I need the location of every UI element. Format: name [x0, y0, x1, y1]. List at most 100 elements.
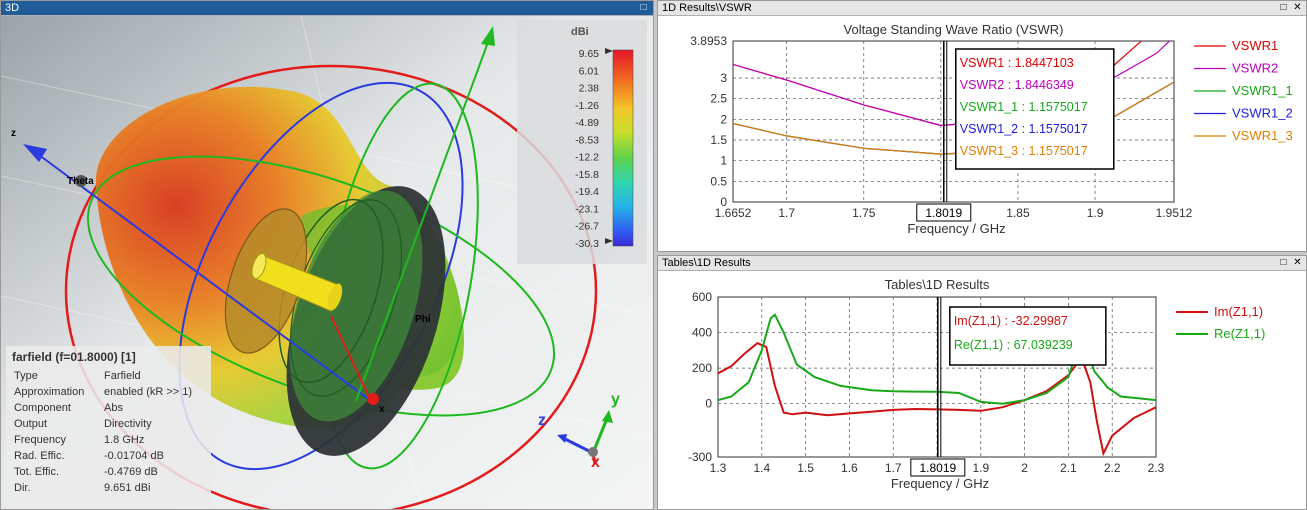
y-axis-arrow [481, 26, 495, 46]
y-tick-label: 200 [692, 361, 712, 375]
y-tick-label: 600 [692, 290, 712, 304]
vswr-pane[interactable]: 1D Results\VSWR □ ✕ Voltage Standing Wav… [657, 0, 1307, 252]
info-key: Approximation [14, 386, 85, 398]
farfield-3d-pane[interactable]: 3D □ [0, 0, 654, 510]
info-row: Tot. Effic. -0.4769 dB [6, 464, 211, 480]
x-tick-label: 1.9512 [1156, 206, 1193, 220]
farfield-info-header: farfield (f=01.8000) [1] [12, 350, 136, 364]
y-tick-label: 3 [720, 71, 727, 85]
info-value: Directivity [104, 418, 152, 430]
colorbar-tick-label: -23.1 [575, 203, 599, 215]
x-tick-label: 2.3 [1148, 461, 1165, 475]
y-tick-label: 2 [720, 112, 727, 126]
colorbar-tick-label: -1.26 [575, 100, 599, 112]
y-tick-label: 0 [720, 195, 727, 209]
impedance-chart[interactable]: Tables\1D Results1.31.41.51.61.71.81.922… [658, 271, 1306, 509]
triad-y-label: y [611, 391, 620, 408]
restore-icon[interactable]: □ [640, 2, 647, 13]
colorbar-tick-label: 2.38 [579, 83, 600, 95]
x-tick-label: 2 [1021, 461, 1028, 475]
x-tick-label: 1.7 [778, 206, 795, 220]
readout-value: VSWR1 : 1.8447103 [960, 56, 1074, 70]
readout-value: VSWR1_1 : 1.1575017 [960, 100, 1088, 114]
triad-x-label: x [591, 454, 600, 471]
marker-label: 1.8019 [919, 461, 956, 475]
info-row: Type Farfield [6, 368, 211, 384]
y-tick-label: 0 [705, 397, 712, 411]
z-axis-line [30, 148, 372, 402]
colorbar-tick-label: -4.89 [575, 117, 599, 129]
chart-title: Tables\1D Results [885, 277, 990, 292]
y-tick-label: -300 [688, 450, 712, 464]
maximize-icon[interactable]: □ [1280, 2, 1287, 13]
colorbar-gradient [612, 49, 634, 247]
colorbar-tick-label: -15.8 [575, 169, 599, 181]
info-value: 1.8 GHz [104, 434, 145, 446]
pane-title-3d: 3D [1, 1, 653, 16]
info-key: Rad. Effic. [14, 450, 65, 462]
x-tick-label: 1.7 [885, 461, 902, 475]
legend-label: VSWR1_2 [1232, 106, 1293, 121]
y-axis-line [355, 33, 492, 402]
info-value: Farfield [104, 370, 141, 382]
x-axis-label: x [379, 404, 385, 415]
marker-readout-box [955, 48, 1115, 170]
legend-label: VSWR2 [1232, 61, 1278, 76]
info-key: Tot. Effic. [14, 466, 60, 478]
z-axis-arrow [23, 144, 47, 162]
y-tick-label: 1.5 [710, 133, 727, 147]
info-value: Abs [104, 402, 123, 414]
close-icon[interactable]: ✕ [1293, 2, 1302, 13]
legend-label: Im(Z1,1) [1214, 304, 1263, 319]
colorbar-tick-label: -12.2 [575, 152, 599, 164]
info-key: Output [14, 418, 48, 430]
info-key: Frequency [14, 434, 66, 446]
x-axis-title: Frequency / GHz [907, 221, 1005, 236]
orientation-triad: y z x [538, 391, 620, 471]
x-axis-line [330, 315, 372, 402]
readout-value: Re(Z1,1) : 67.039239 [954, 338, 1073, 352]
y-tick-label: 1 [720, 154, 727, 168]
colorbar-tick-label: -8.53 [575, 134, 599, 146]
z-axis-label: z [11, 128, 16, 139]
phi-label: Phi [415, 314, 431, 325]
readout-value: VSWR1_3 : 1.1575017 [960, 144, 1088, 158]
x-tick-label: 1.6652 [715, 206, 752, 220]
info-value: enabled (kR >> 1) [104, 386, 193, 398]
colorbar-tick-label: 6.01 [579, 65, 600, 77]
x-tick-label: 1.4 [753, 461, 770, 475]
y-tick-label: 2.5 [710, 92, 727, 106]
info-row: Frequency 1.8 GHz [6, 432, 211, 448]
impedance-pane[interactable]: Tables\1D Results □ ✕ Tables\1D Results 1… [657, 255, 1307, 510]
chart-title: Voltage Standing Wave Ratio (VSWR) [844, 22, 1064, 37]
info-row: Dir. 9.651 dBi [6, 480, 211, 496]
x-tick-label: 1.3 [710, 461, 727, 475]
x-tick-label: 1.5 [797, 461, 814, 475]
info-row: Approximation enabled (kR >> 1) [6, 384, 211, 400]
red-orbit-ring [64, 64, 598, 509]
legend-label: Re(Z1,1) [1214, 326, 1265, 341]
marker-label-box [910, 458, 966, 477]
origin-marker [367, 393, 379, 405]
theta-marker [75, 175, 87, 187]
vswr-chart[interactable]: Voltage Standing Wave Ratio (VSWR) 1.6652… [658, 16, 1306, 251]
marker-readout-box [949, 306, 1107, 366]
legend-label: VSWR1 [1232, 38, 1278, 53]
x-axis-title: Frequency / GHz [891, 476, 989, 491]
pane-title-impedance: Tables\1D Results [658, 256, 1306, 271]
info-key: Dir. [14, 482, 31, 494]
x-tick-label: 1.85 [1006, 206, 1030, 220]
close-icon[interactable]: ✕ [1293, 257, 1302, 268]
colorbar-tick-label: -26.7 [575, 221, 599, 233]
pane-title-vswr: 1D Results\VSWR [658, 1, 1306, 16]
maximize-icon[interactable]: □ [1280, 257, 1287, 268]
info-value: -0.4769 dB [104, 466, 158, 478]
y-tick-label: 0.5 [710, 174, 727, 188]
colorbar-tick-label: -19.4 [575, 186, 599, 198]
readout-value: Im(Z1,1) : -32.29987 [954, 314, 1068, 328]
legend-label: VSWR1_3 [1232, 128, 1293, 143]
colorbar-unit: dBi [571, 26, 589, 38]
info-value: 9.651 dBi [104, 482, 151, 494]
series-line-Im(Z1,1) [718, 342, 1156, 457]
y-tick-label: 400 [692, 326, 712, 340]
